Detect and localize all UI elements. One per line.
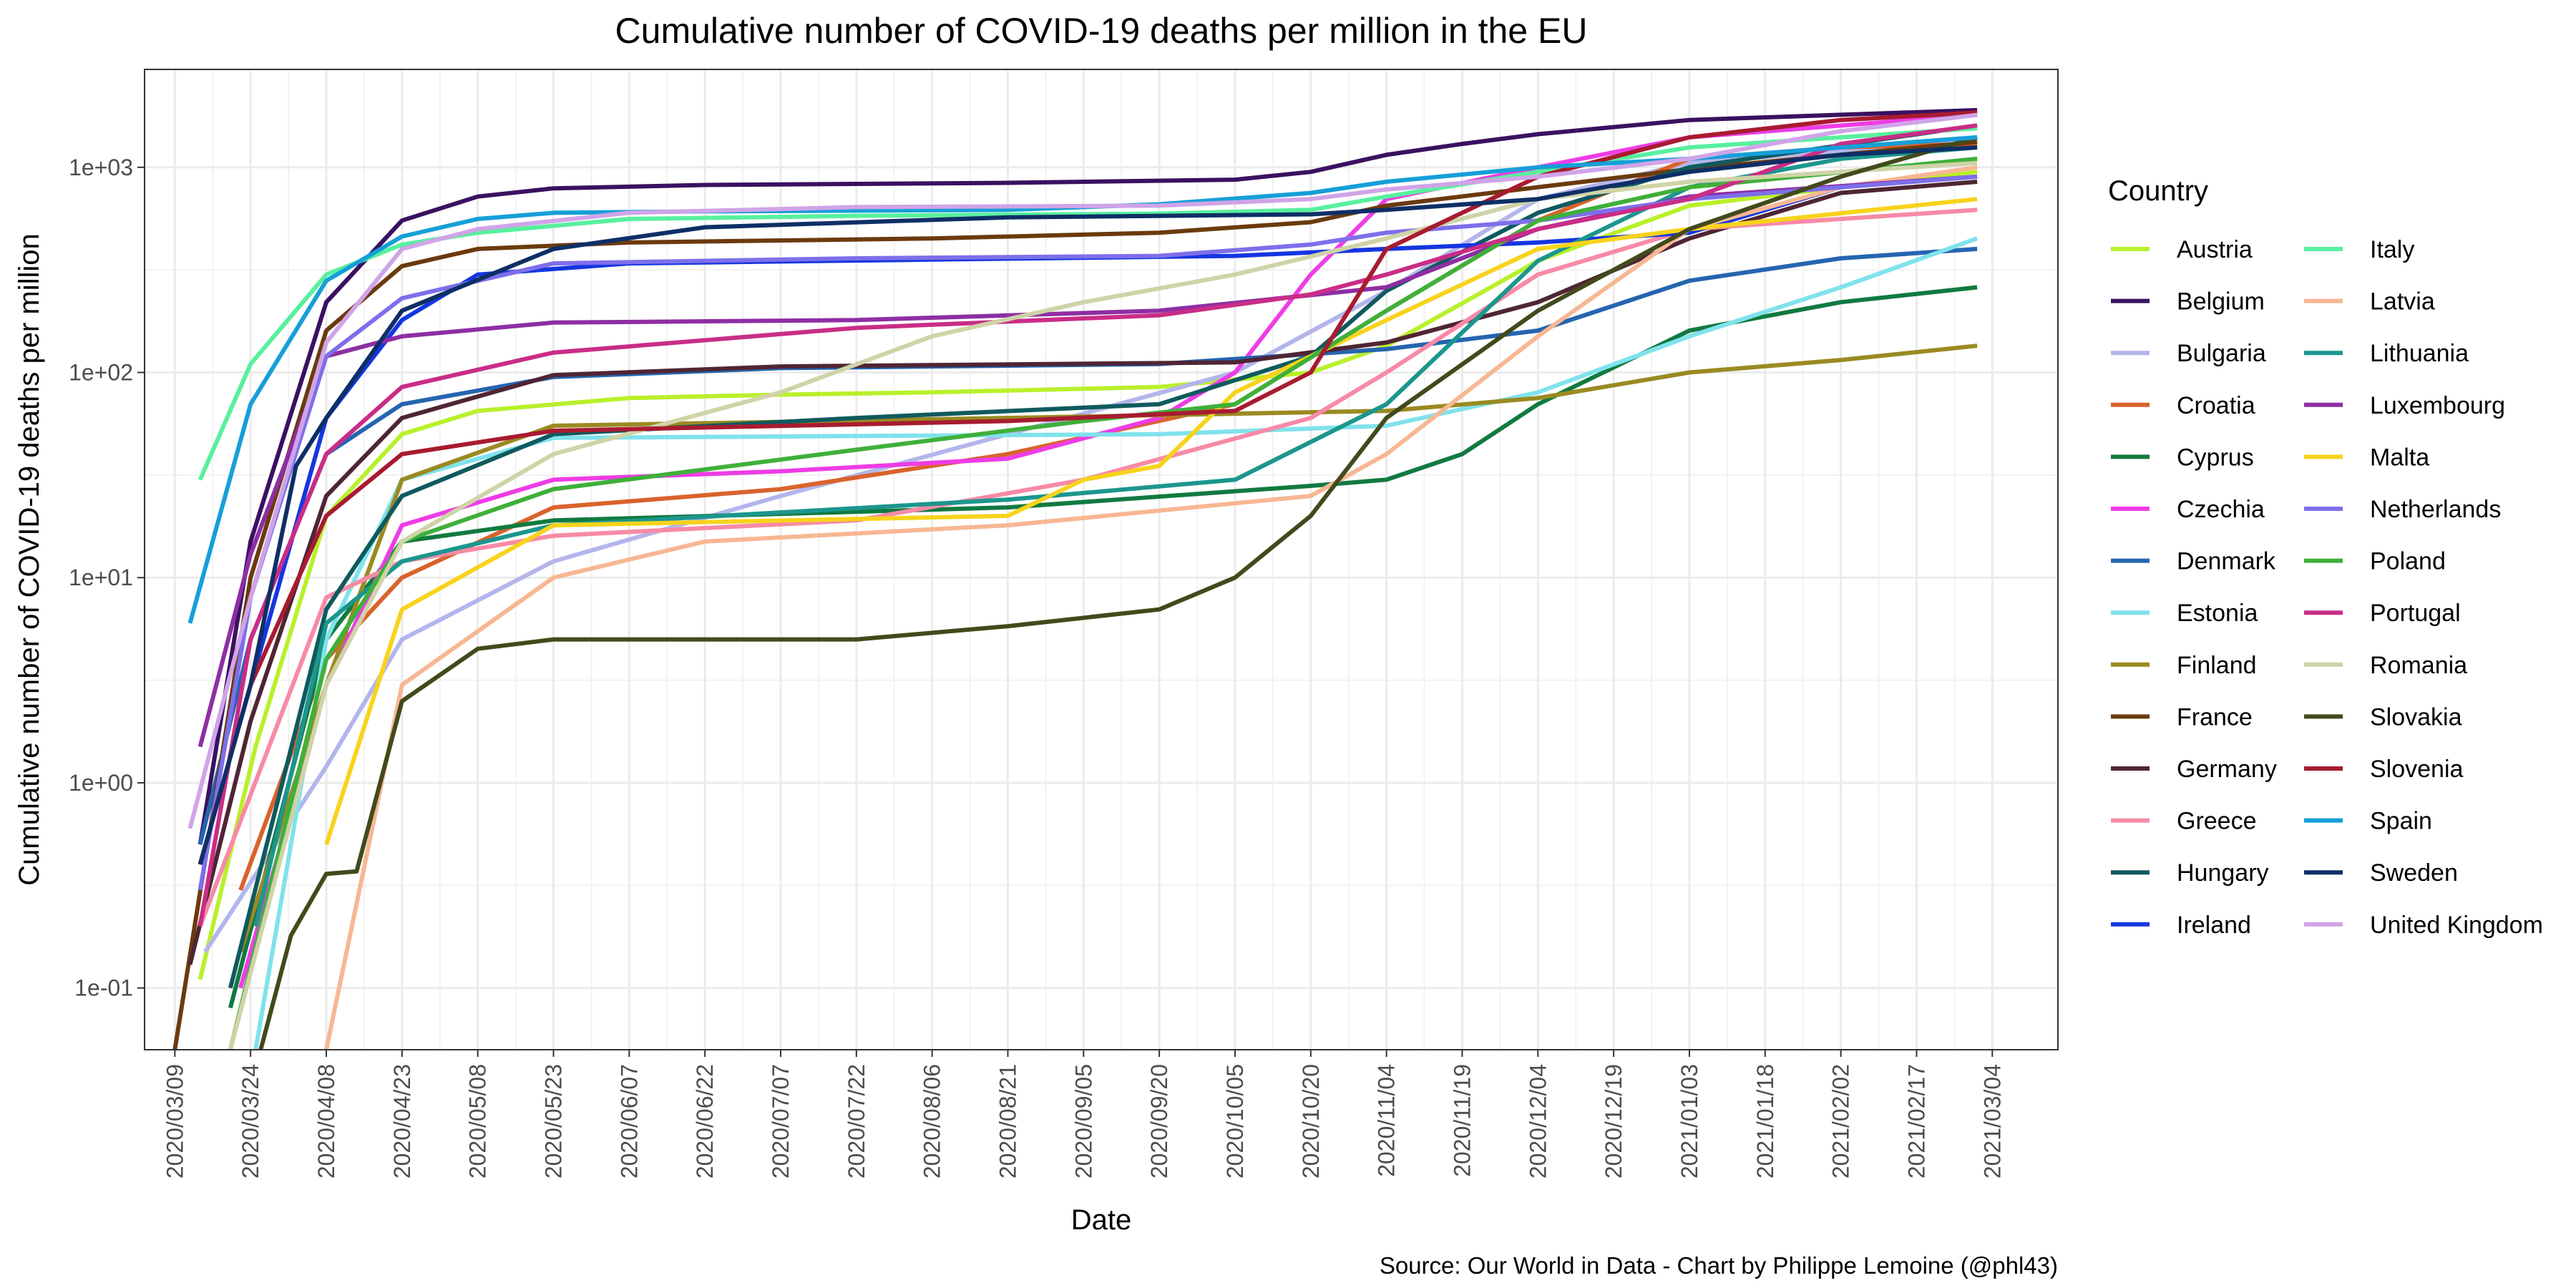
legend-label: Austria <box>2177 236 2253 263</box>
x-tick-label: 2020/10/05 <box>1222 1064 1248 1179</box>
y-tick-label: 1e-01 <box>74 975 133 1001</box>
legend-label: Spain <box>2370 808 2432 835</box>
x-tick-label: 2020/12/04 <box>1525 1064 1551 1179</box>
plot-border <box>144 69 2059 1050</box>
series-line-germany <box>187 180 1978 965</box>
legend-label: Slovakia <box>2370 703 2462 731</box>
legend-label: Slovenia <box>2370 756 2464 783</box>
x-tick-label: 2020/09/20 <box>1146 1064 1172 1179</box>
x-tick-label: 2020/12/19 <box>1601 1064 1626 1179</box>
x-tick-label: 2020/06/22 <box>692 1064 718 1179</box>
chart-title: Cumulative number of COVID-19 deaths per… <box>615 11 1588 51</box>
x-tick-label: 2021/02/02 <box>1828 1064 1854 1179</box>
x-tick-label: 2021/02/17 <box>1903 1064 1929 1179</box>
legend-label: Belgium <box>2177 288 2265 316</box>
legend: Country Austria Belgium Bulgaria Croatia Cyp… <box>2108 175 2543 939</box>
legend-label: Czechia <box>2177 496 2265 523</box>
x-tick-label: 2021/03/04 <box>1979 1064 2005 1179</box>
legend-label: Latvia <box>2370 288 2435 316</box>
x-tick-label: 2021/01/18 <box>1752 1064 1778 1179</box>
x-tick-label: 2020/08/06 <box>919 1064 945 1179</box>
legend-label: Lithuania <box>2370 340 2469 367</box>
axes: 2020/03/09 2020/03/24 2020/04/08 2020/04/23… <box>69 155 2005 1179</box>
caption: Source: Our World in Data - Chart by Phi… <box>1380 1252 2058 1279</box>
x-tick-label: 2020/03/09 <box>162 1064 187 1179</box>
y-tick-label: 1e+02 <box>69 360 133 386</box>
legend-label: Cyprus <box>2177 444 2254 471</box>
legend-label: Greece <box>2177 808 2257 835</box>
x-tick-label: 2020/07/07 <box>768 1064 794 1179</box>
series-line-france <box>172 140 1978 1050</box>
x-tick-label: 2020/03/24 <box>238 1064 263 1179</box>
legend-label: Romania <box>2370 652 2467 679</box>
series-line-slovenia <box>197 110 1978 865</box>
x-tick-label: 2020/04/08 <box>313 1064 339 1179</box>
x-tick-label: 2020/11/04 <box>1374 1064 1400 1177</box>
legend-label: Poland <box>2370 548 2446 575</box>
legend-label: Hungary <box>2177 859 2269 887</box>
legend-label: Ireland <box>2177 912 2251 939</box>
legend-label: Croatia <box>2177 392 2255 419</box>
series-lines <box>172 107 1979 1050</box>
legend-label: Sweden <box>2370 859 2458 887</box>
legend-label: Malta <box>2370 444 2429 471</box>
legend-label: United Kingdom <box>2370 912 2543 939</box>
series-line-malta <box>324 197 1978 846</box>
x-tick-label: 2021/01/03 <box>1677 1064 1702 1179</box>
series-line-slovakia <box>258 135 1978 1050</box>
x-tick-label: 2020/05/08 <box>465 1064 491 1179</box>
legend-label: Denmark <box>2177 548 2276 575</box>
series-line-spain <box>187 135 1978 624</box>
x-tick-label: 2020/07/22 <box>844 1064 869 1179</box>
series-line-portugal <box>197 123 1978 927</box>
x-tick-label: 2020/04/23 <box>389 1064 415 1179</box>
x-tick-label: 2020/08/21 <box>995 1064 1020 1179</box>
series-line-austria <box>197 170 1978 980</box>
series-line-latvia <box>324 165 1978 1050</box>
legend-title: Country <box>2108 175 2208 207</box>
series-line-poland <box>228 156 1978 1050</box>
minor-grid <box>145 69 2058 1050</box>
y-tick-label: 1e+00 <box>69 770 133 796</box>
legend-label: Finland <box>2177 652 2257 679</box>
major-grid <box>145 69 2058 1050</box>
legend-label: Germany <box>2177 756 2277 783</box>
x-tick-label: 2020/05/23 <box>540 1064 566 1179</box>
series-line-bulgaria <box>203 135 1978 953</box>
series-line-united-kingdom <box>187 112 1978 829</box>
x-tick-label: 2020/09/05 <box>1070 1064 1096 1179</box>
x-tick-label: 2020/10/20 <box>1298 1064 1324 1179</box>
legend-label: France <box>2177 703 2253 731</box>
legend-label: Estonia <box>2177 600 2258 627</box>
x-tick-label: 2020/06/07 <box>616 1064 642 1179</box>
series-line-sweden <box>197 145 1978 865</box>
y-axis-title: Cumulative number of COVID-19 deaths per… <box>14 233 45 886</box>
y-tick-label: 1e+01 <box>69 565 133 590</box>
series-line-belgium <box>197 107 1978 845</box>
legend-label: Portugal <box>2370 600 2461 627</box>
legend-label: Netherlands <box>2370 496 2501 523</box>
x-tick-label: 2020/11/19 <box>1449 1064 1475 1177</box>
legend-label: Luxembourg <box>2370 392 2505 419</box>
series-line-hungary <box>228 123 1978 989</box>
series-line-italy <box>197 126 1978 481</box>
x-axis-title: Date <box>1071 1204 1132 1236</box>
legend-label: Italy <box>2370 236 2414 263</box>
legend-label: Bulgaria <box>2177 340 2266 367</box>
y-tick-label: 1e+03 <box>69 155 133 180</box>
